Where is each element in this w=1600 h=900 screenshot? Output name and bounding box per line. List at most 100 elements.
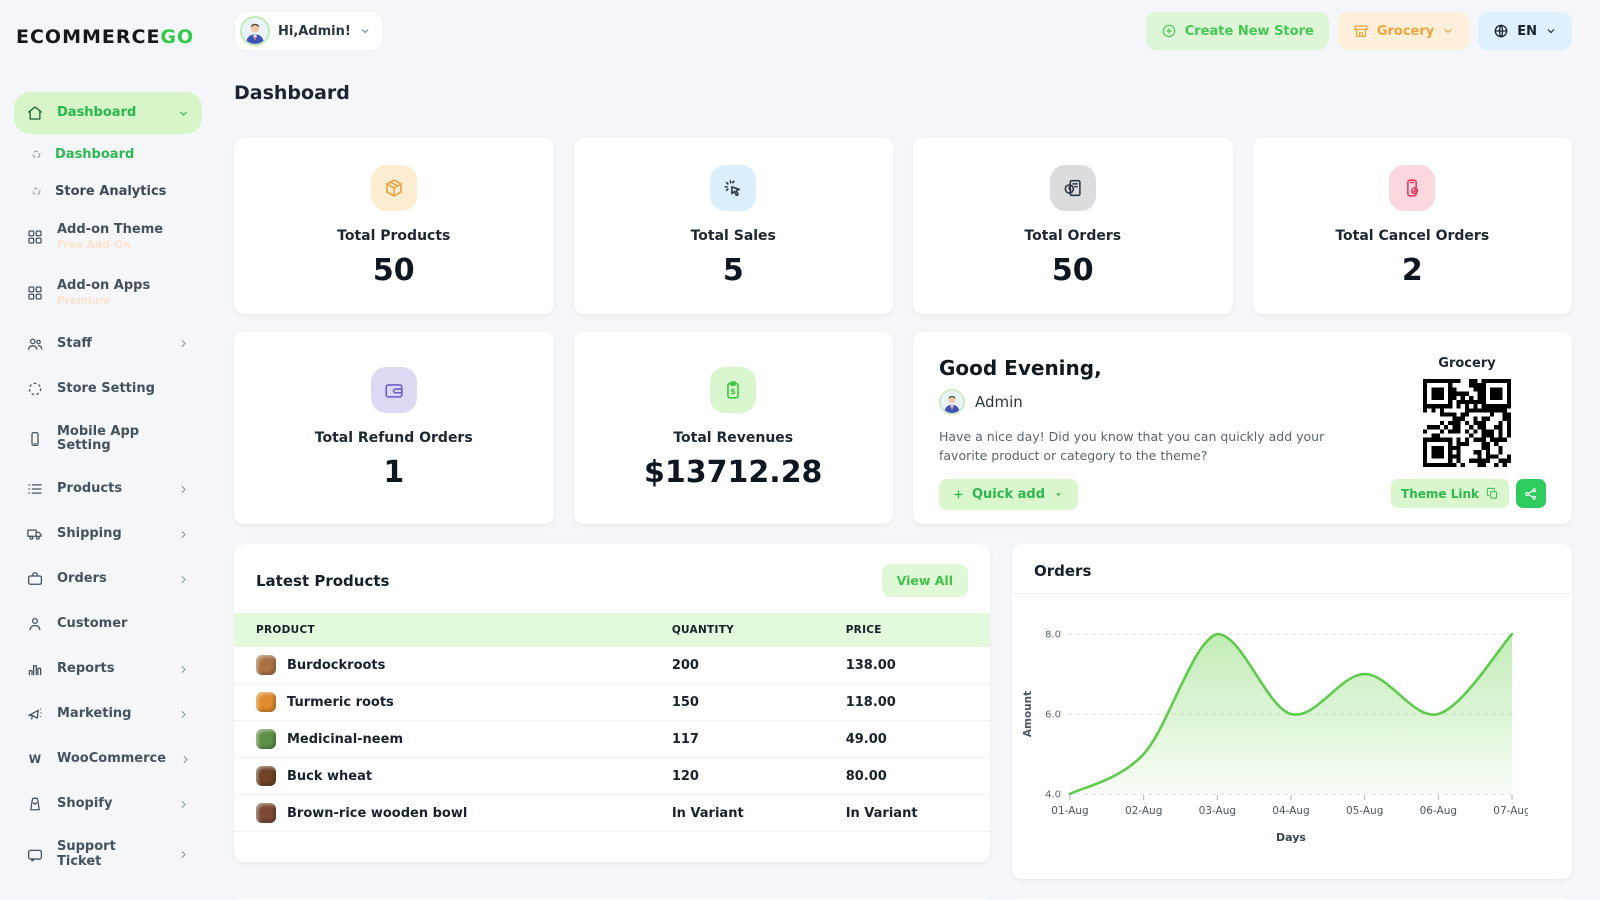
main-content: Hi,Admin! Create New Store Grocery EN Da… [212, 0, 1600, 900]
plus-icon [954, 490, 963, 499]
user-menu[interactable]: Hi,Admin! [234, 11, 384, 51]
stat-icon-box: $ [710, 366, 757, 413]
sidebar-subitem-label: Store Analytics [55, 184, 167, 199]
person-avatar-icon [242, 18, 268, 44]
stat-label: Total Products [337, 227, 451, 244]
product-name: Brown-rice wooden bowl [287, 805, 468, 821]
view-all-button[interactable]: View All [881, 564, 968, 597]
sidebar-item-shopify[interactable]: Shopify [14, 783, 202, 825]
theme-link-button[interactable]: Theme Link [1391, 479, 1509, 508]
product-quantity: 117 [649, 720, 824, 758]
product-name: Turmeric roots [287, 694, 394, 710]
svg-text:06-Aug: 06-Aug [1420, 805, 1457, 817]
sidebar-item-customer[interactable]: Customer [14, 603, 202, 645]
sidebar-item-staff[interactable]: Staff [14, 323, 202, 365]
svg-text:4.0: 4.0 [1045, 790, 1061, 801]
chevR-icon [181, 340, 186, 348]
sidebar-item-label: Shipping [57, 526, 122, 542]
addon-badge: Premium [57, 295, 110, 308]
chevD-icon [1547, 29, 1555, 34]
product-name: Buck wheat [287, 768, 373, 784]
share-icon [1525, 487, 1537, 500]
product-price: 118.00 [823, 683, 990, 721]
megaphone-icon [28, 708, 42, 720]
sidebar-subitem-store-analytics[interactable]: Store Analytics [14, 174, 202, 209]
brand-logo-text: ECOMMERCE [16, 26, 161, 48]
sidebar-item-label: Add-on Theme [57, 222, 164, 237]
sidebar-nav: Dashboard Dashboard Store Analytics Add-on … [14, 92, 202, 881]
chevD-icon [361, 29, 369, 33]
stat-card-total-orders: Total Orders 50 [913, 138, 1233, 314]
stats-row-1: Total Products 50 Total Sales 5 Total Orders… [234, 138, 1572, 314]
briefcase-icon [27, 572, 43, 586]
qr-actions: Theme Link [1391, 479, 1546, 508]
product-name: Burdockroots [287, 657, 386, 673]
sidebar-item-woocommerce[interactable]: W WooCommerce [14, 738, 202, 780]
product-quantity: In Variant [649, 794, 824, 832]
sidebar-item-store-setting[interactable]: Store Setting [14, 368, 202, 410]
column-header-quantity: QUANTITY [649, 613, 824, 647]
share-button[interactable] [1516, 479, 1546, 508]
svg-text:W: W [29, 753, 42, 766]
person-avatar-icon [941, 391, 963, 413]
product-thumbnail [256, 692, 276, 712]
stat-value: 5 [722, 252, 744, 288]
product-row-burdockroots: Burdockroots 200 138.00 [234, 647, 990, 684]
sidebar-item-marketing[interactable]: Marketing [14, 693, 202, 735]
sidebar-item-add-on-theme[interactable]: Add-on Theme Free Add-On [14, 211, 202, 264]
sidebar-subitem-dashboard[interactable]: Dashboard [14, 137, 202, 172]
stat-label: Total Sales [690, 227, 776, 244]
latest-products-header: Latest Products View All [234, 564, 990, 597]
svg-text:8.0: 8.0 [1045, 630, 1061, 641]
stat-card-total-revenues: $ Total Revenues $13712.28 [573, 332, 893, 524]
grid-icon [28, 286, 42, 300]
language-selector-dropdown[interactable]: EN [1478, 12, 1572, 50]
sidebar-item-mobile-app-setting[interactable]: Mobile App Setting [14, 413, 202, 466]
chevR-icon [181, 665, 186, 673]
phone-icon [31, 431, 39, 446]
quick-add-button[interactable]: Quick add [939, 478, 1079, 510]
sidebar-item-support-ticket[interactable]: Support Ticket [14, 828, 202, 881]
product-price: 138.00 [823, 647, 990, 684]
stat-icon-box [1389, 164, 1436, 211]
sidebar-item-reports[interactable]: Reports [14, 648, 202, 690]
sidebar-item-shipping[interactable]: Shipping [14, 513, 202, 555]
sidebar-subitem-label: Dashboard [55, 147, 135, 162]
svg-text:$: $ [731, 386, 736, 395]
create-new-store-button[interactable]: Create New Store [1145, 12, 1329, 50]
stat-card-total-cancel-orders: Total Cancel Orders 2 [1252, 138, 1572, 314]
woo-icon: W [29, 753, 42, 766]
sidebar-item-label: Reports [57, 661, 115, 677]
sidebar-item-dashboard[interactable]: Dashboard [14, 92, 202, 134]
sidebar-item-label: Marketing [57, 706, 132, 722]
chevD-icon [179, 111, 188, 116]
product-quantity: 200 [649, 647, 824, 684]
brand-logo-accent: GO [160, 26, 195, 48]
globe-icon [1494, 24, 1508, 38]
dotsCircle-icon [28, 382, 42, 395]
home-icon [27, 106, 43, 120]
shopify-icon [30, 797, 40, 811]
store-qr-panel: Grocery Theme Link [1388, 356, 1546, 508]
stat-icon-box [1049, 164, 1096, 211]
grid-icon [28, 230, 42, 245]
bullet-circle-icon [32, 150, 41, 159]
greeting-content: Good Evening, Admin Have a nice day! Did… [939, 356, 1388, 510]
sidebar-item-label: Staff [57, 335, 92, 351]
stat-icon-box [710, 164, 757, 211]
stat-value: 50 [1051, 252, 1094, 288]
latest-products-table: PRODUCT QUANTITY PRICE Burdockroots 200 138.… [234, 613, 990, 832]
sidebar-item-products[interactable]: Products [14, 468, 202, 510]
theme-link-label: Theme Link [1401, 486, 1479, 501]
sidebar-item-orders[interactable]: Orders [14, 558, 202, 600]
store-selector-dropdown[interactable]: Grocery [1337, 12, 1470, 50]
sidebar-item-add-on-apps[interactable]: Add-on Apps Premium [14, 267, 202, 320]
greeting-card: Good Evening, Admin Have a nice day! Did… [913, 332, 1572, 524]
sidebar-item-label: Shopify [57, 796, 113, 812]
brand-logo[interactable]: ECOMMERCEGO [14, 26, 202, 48]
stat-card-total-products: Total Products 50 [234, 138, 554, 314]
chevR-icon [183, 755, 188, 763]
stat-value: 1 [383, 454, 405, 490]
svg-text:03-Aug: 03-Aug [1199, 805, 1236, 817]
package-icon [386, 178, 402, 197]
